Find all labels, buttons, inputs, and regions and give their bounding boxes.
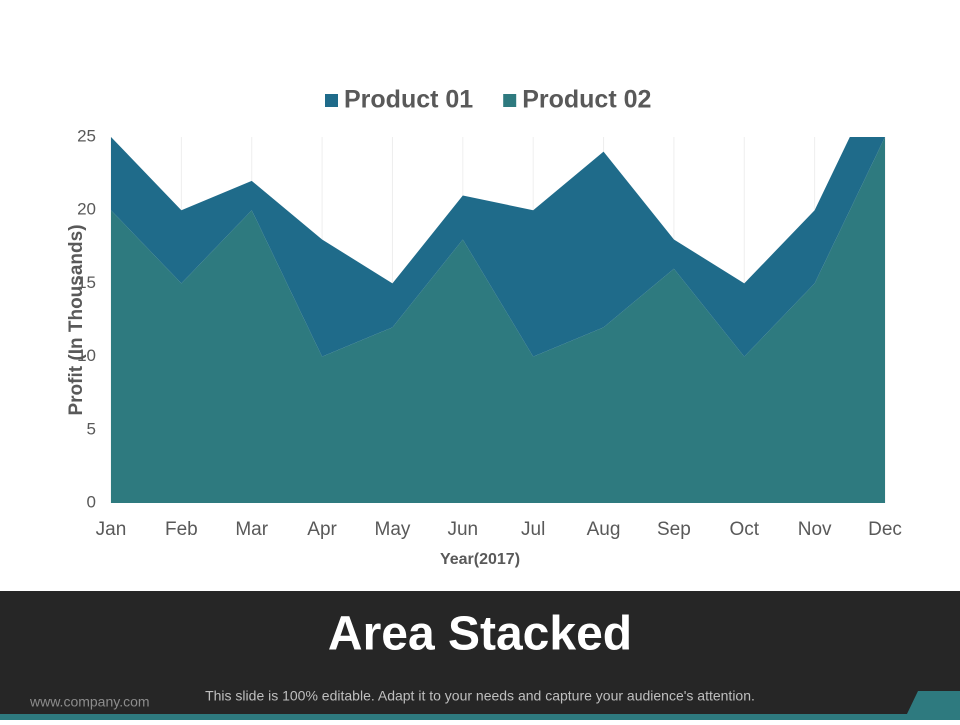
website: www.company.com bbox=[29, 694, 150, 710]
footer-band bbox=[0, 591, 960, 720]
x-tick-label: Sep bbox=[657, 519, 691, 540]
x-tick-label: Feb bbox=[165, 519, 198, 540]
labels: 0 5 10 15 20 25 Jan Feb Mar Apr May Jun Jul Aug Sep Oct… bbox=[77, 86, 902, 540]
area bbox=[111, 137, 885, 503]
slide-title: Area Stacked bbox=[328, 608, 632, 661]
x-tick-label: Nov bbox=[798, 519, 832, 540]
x-tick-label: May bbox=[375, 519, 411, 540]
x-tick-label: Apr bbox=[307, 519, 337, 540]
x-tick-label: Jul bbox=[521, 519, 545, 540]
footer-note: This slide is 100% editable. Adapt it to… bbox=[205, 688, 755, 704]
corner-accent bbox=[906, 691, 960, 716]
y-tick-label: 5 bbox=[87, 419, 96, 438]
x-tick-label: Jan bbox=[96, 519, 127, 540]
x-tick-label: Oct bbox=[729, 519, 759, 540]
x-tick-label: Mar bbox=[235, 519, 268, 540]
y-tick-label: 20 bbox=[77, 200, 96, 219]
y-tick-label: 15 bbox=[77, 273, 96, 292]
y-tick-label: 0 bbox=[87, 492, 96, 511]
x-tick-label: Dec bbox=[868, 519, 902, 540]
legend-swatch bbox=[503, 94, 517, 107]
bottom-stripe bbox=[0, 714, 960, 720]
plot-area bbox=[111, 137, 885, 503]
y-tick-label: 25 bbox=[77, 126, 96, 145]
y-tick-label: 10 bbox=[77, 346, 96, 365]
x-tick-label: Jun bbox=[447, 519, 478, 540]
x-axis-title: Year(2017) bbox=[440, 551, 520, 568]
x-tick-label: Aug bbox=[587, 519, 621, 540]
legend-label: Product 01 bbox=[344, 86, 473, 114]
area bbox=[111, 137, 885, 357]
legend-label: Product 02 bbox=[522, 86, 651, 114]
legend-swatch bbox=[325, 94, 338, 107]
y-axis-title: Profit (In Thousands) bbox=[66, 224, 87, 415]
